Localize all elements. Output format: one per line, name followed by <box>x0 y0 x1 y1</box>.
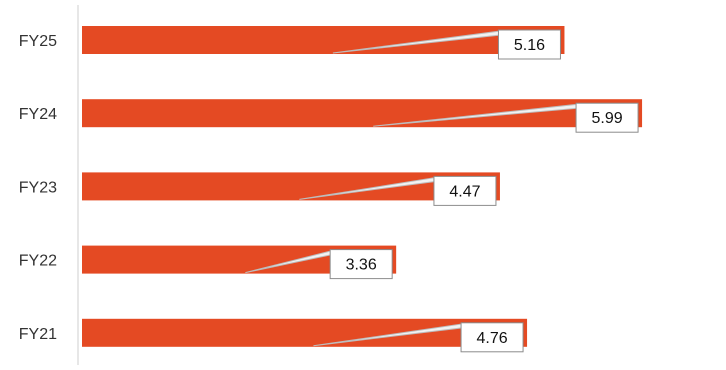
data-label-box <box>433 175 497 206</box>
data-label: 5.99 <box>591 110 622 127</box>
bar <box>82 172 500 201</box>
data-label-box <box>460 322 524 353</box>
data-label: 4.76 <box>476 330 507 347</box>
bar-group-fy22: FY22 3.36 <box>19 245 397 280</box>
data-label: 4.47 <box>449 183 480 200</box>
bar <box>82 99 643 128</box>
bar-group-fy25: FY25 5.16 <box>19 26 565 60</box>
bar <box>82 318 528 347</box>
category-label: FY24 <box>19 106 57 123</box>
data-label-box <box>497 29 561 60</box>
data-label: 3.36 <box>346 257 377 274</box>
category-label: FY22 <box>19 253 57 270</box>
data-label-box <box>329 249 393 280</box>
data-label: 5.16 <box>514 37 545 54</box>
bar-group-fy24: FY24 5.99 <box>19 99 643 133</box>
bar-group-fy23: FY23 4.47 <box>19 172 500 206</box>
data-label-box <box>575 102 639 133</box>
bars-layer: FY25 5.16 FY24 5.99 FY23 4.47 FY22 3.36 FY21 4.76 <box>19 26 643 353</box>
bar <box>82 26 565 54</box>
category-label: FY21 <box>19 326 57 343</box>
category-label: FY25 <box>19 33 57 50</box>
category-label: FY23 <box>19 179 57 196</box>
bar-group-fy21: FY21 4.76 <box>19 318 528 353</box>
